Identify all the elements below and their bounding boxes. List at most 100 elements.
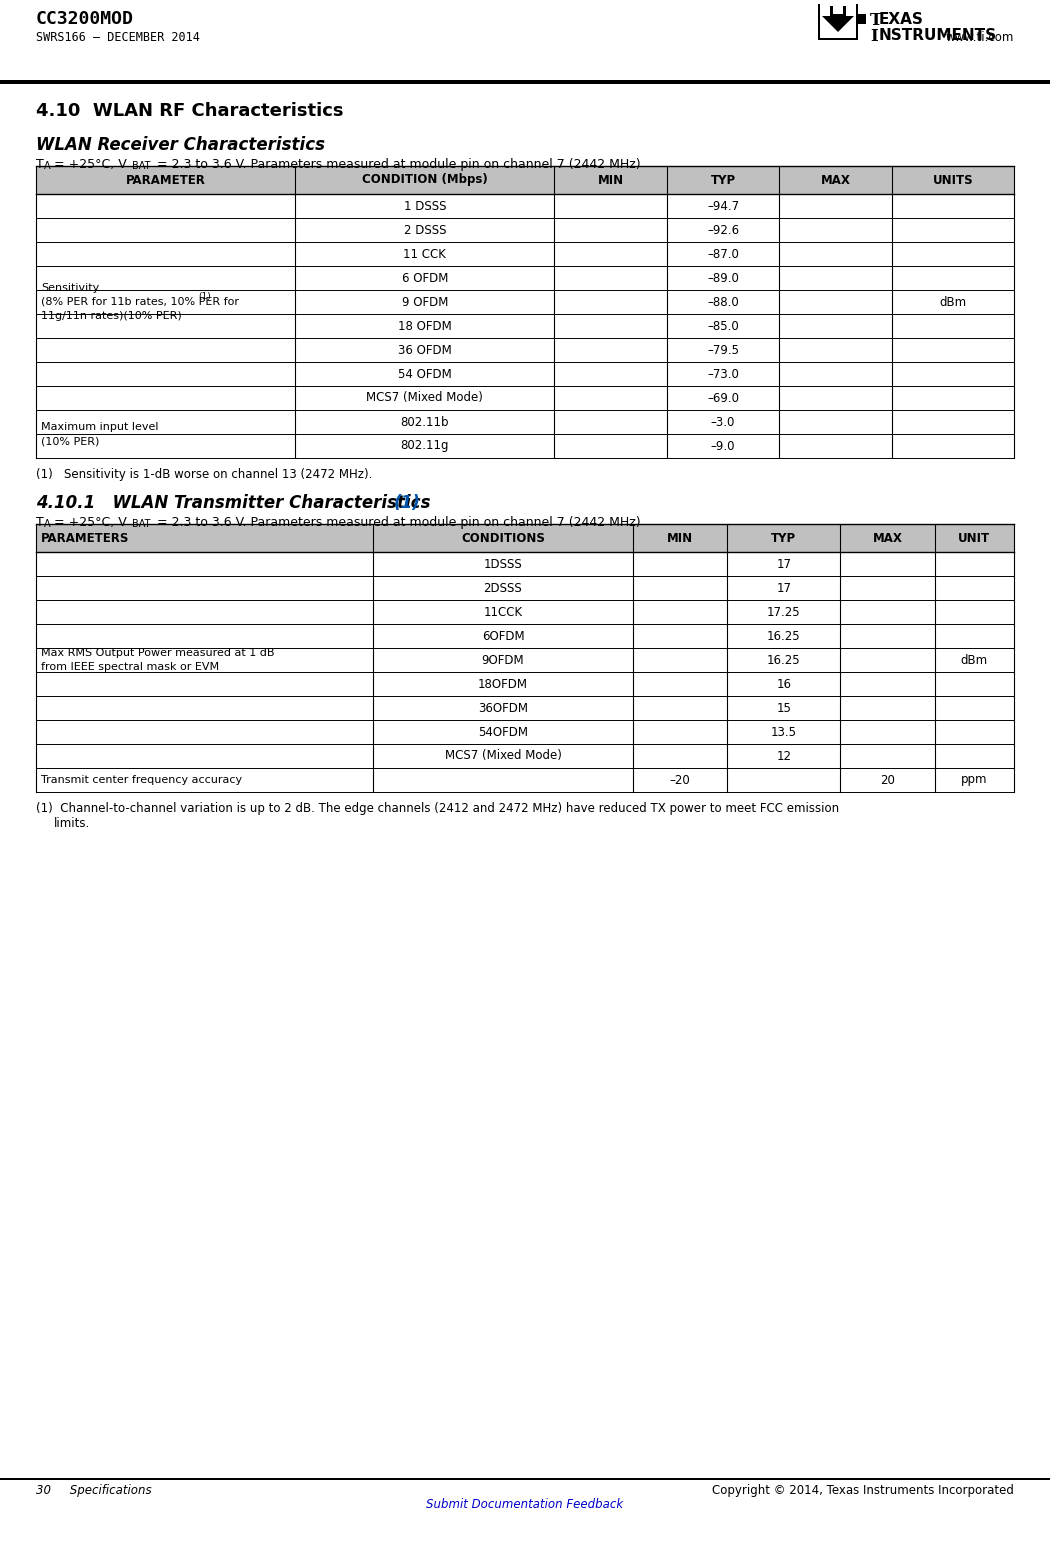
Text: (1)   Sensitivity is 1-dB worse on channel 13 (2472 MHz).: (1) Sensitivity is 1-dB worse on channel…: [36, 469, 373, 481]
Text: –85.0: –85.0: [707, 319, 739, 333]
Text: 2DSSS: 2DSSS: [484, 581, 522, 595]
Bar: [36, 433, 1014, 458]
Text: MAX: MAX: [821, 174, 850, 187]
Text: 12: 12: [776, 749, 792, 762]
Text: 17: 17: [776, 581, 792, 595]
Text: CC3200MOD: CC3200MOD: [36, 9, 134, 28]
Text: 36OFDM: 36OFDM: [478, 702, 528, 714]
Bar: [36, 600, 1014, 625]
Text: SWRS166 – DECEMBER 2014: SWRS166 – DECEMBER 2014: [36, 31, 200, 45]
Text: Sensitivity
(8% PER for 11b rates, 10% PER for
11g/11n rates)(10% PER): Sensitivity (8% PER for 11b rates, 10% P…: [41, 284, 239, 321]
Bar: [36, 362, 1014, 386]
Bar: [36, 720, 1014, 743]
Bar: [36, 267, 1014, 290]
Text: Max RMS Output Power measured at 1 dB
from IEEE spectral mask or EVM: Max RMS Output Power measured at 1 dB fr…: [41, 648, 274, 672]
Text: I: I: [870, 28, 878, 45]
Polygon shape: [818, 5, 866, 40]
Text: = +25°C, V: = +25°C, V: [50, 157, 127, 171]
Text: = +25°C, V: = +25°C, V: [50, 517, 127, 529]
Text: Copyright © 2014, Texas Instruments Incorporated: Copyright © 2014, Texas Instruments Inco…: [712, 1483, 1014, 1497]
Text: = 2.3 to 3.6 V. Parameters measured at module pin on channel 7 (2442 MHz): = 2.3 to 3.6 V. Parameters measured at m…: [153, 517, 640, 529]
Bar: [36, 648, 1014, 672]
Text: –3.0: –3.0: [711, 415, 735, 429]
Text: –69.0: –69.0: [707, 392, 739, 404]
Bar: [36, 695, 1014, 720]
Bar: [36, 552, 1014, 577]
Text: –87.0: –87.0: [707, 248, 739, 261]
Text: dBm: dBm: [940, 296, 966, 308]
Text: BAT: BAT: [132, 160, 150, 171]
Text: 2 DSSS: 2 DSSS: [403, 224, 446, 236]
Text: MAX: MAX: [873, 532, 902, 544]
Text: MIN: MIN: [667, 532, 693, 544]
Bar: [36, 217, 1014, 242]
Bar: [36, 577, 1014, 600]
Text: MCS7 (Mixed Mode): MCS7 (Mixed Mode): [366, 392, 483, 404]
Text: 16.25: 16.25: [766, 654, 800, 666]
Polygon shape: [822, 6, 854, 32]
Text: 54 OFDM: 54 OFDM: [398, 367, 452, 381]
Text: CONDITION (Mbps): CONDITION (Mbps): [362, 174, 487, 187]
Text: PARAMETERS: PARAMETERS: [41, 532, 129, 544]
Text: BAT: BAT: [132, 520, 150, 529]
Text: 15: 15: [776, 702, 791, 714]
Text: CONDITIONS: CONDITIONS: [461, 532, 545, 544]
Bar: [36, 672, 1014, 695]
Text: Submit Documentation Feedback: Submit Documentation Feedback: [426, 1497, 624, 1511]
Text: NSTRUMENTS: NSTRUMENTS: [879, 28, 997, 43]
Text: –73.0: –73.0: [707, 367, 739, 381]
Text: EXAS: EXAS: [879, 12, 924, 28]
Text: 9 OFDM: 9 OFDM: [401, 296, 448, 308]
Text: MCS7 (Mixed Mode): MCS7 (Mixed Mode): [444, 749, 562, 762]
Text: 54OFDM: 54OFDM: [478, 725, 528, 739]
Text: 802.11b: 802.11b: [400, 415, 449, 429]
Text: –88.0: –88.0: [707, 296, 739, 308]
Text: ppm: ppm: [961, 774, 988, 786]
Text: UNIT: UNIT: [959, 532, 990, 544]
Text: –89.0: –89.0: [707, 271, 739, 285]
Text: TYP: TYP: [771, 532, 796, 544]
Text: 36 OFDM: 36 OFDM: [398, 344, 452, 356]
Text: 11CCK: 11CCK: [483, 606, 523, 618]
Text: 17.25: 17.25: [766, 606, 800, 618]
Text: –92.6: –92.6: [707, 224, 739, 236]
Text: 20: 20: [880, 774, 895, 786]
Text: dBm: dBm: [961, 654, 988, 666]
Text: –79.5: –79.5: [707, 344, 739, 356]
Bar: [36, 386, 1014, 410]
Bar: [36, 242, 1014, 267]
Text: 18 OFDM: 18 OFDM: [398, 319, 452, 333]
Bar: [36, 290, 1014, 315]
Text: A: A: [43, 160, 50, 171]
Text: T: T: [36, 157, 44, 171]
Text: 13.5: 13.5: [771, 725, 797, 739]
Text: 6 OFDM: 6 OFDM: [401, 271, 448, 285]
Text: –94.7: –94.7: [707, 199, 739, 213]
Bar: [36, 338, 1014, 362]
Text: 11 CCK: 11 CCK: [403, 248, 446, 261]
Text: 30     Specifications: 30 Specifications: [36, 1483, 151, 1497]
Text: limits.: limits.: [54, 817, 90, 830]
Text: Maximum input level
(10% PER): Maximum input level (10% PER): [41, 423, 159, 446]
Bar: [36, 194, 1014, 217]
Text: –20: –20: [670, 774, 691, 786]
Bar: [36, 743, 1014, 768]
Text: 4.10.1   WLAN Transmitter Characteristics: 4.10.1 WLAN Transmitter Characteristics: [36, 493, 430, 512]
Text: www.ti.com: www.ti.com: [946, 31, 1014, 45]
Bar: [36, 625, 1014, 648]
Text: WLAN Receiver Characteristics: WLAN Receiver Characteristics: [36, 136, 326, 154]
Bar: [820, 5, 856, 39]
Text: = 2.3 to 3.6 V. Parameters measured at module pin on channel 7 (2442 MHz): = 2.3 to 3.6 V. Parameters measured at m…: [153, 157, 640, 171]
Text: Transmit center frequency accuracy: Transmit center frequency accuracy: [41, 776, 243, 785]
Bar: [0, 1477, 1050, 1480]
Text: (1): (1): [198, 293, 211, 302]
Text: 16: 16: [776, 677, 792, 691]
Text: T: T: [870, 12, 882, 29]
Text: 18OFDM: 18OFDM: [478, 677, 528, 691]
Text: TYP: TYP: [711, 174, 736, 187]
Bar: [0, 80, 1050, 83]
Text: 1 DSSS: 1 DSSS: [403, 199, 446, 213]
Text: (1)  Channel-to-channel variation is up to 2 dB. The edge channels (2412 and 247: (1) Channel-to-channel variation is up t…: [36, 802, 839, 816]
Text: 16.25: 16.25: [766, 629, 800, 643]
Text: T: T: [36, 517, 44, 529]
